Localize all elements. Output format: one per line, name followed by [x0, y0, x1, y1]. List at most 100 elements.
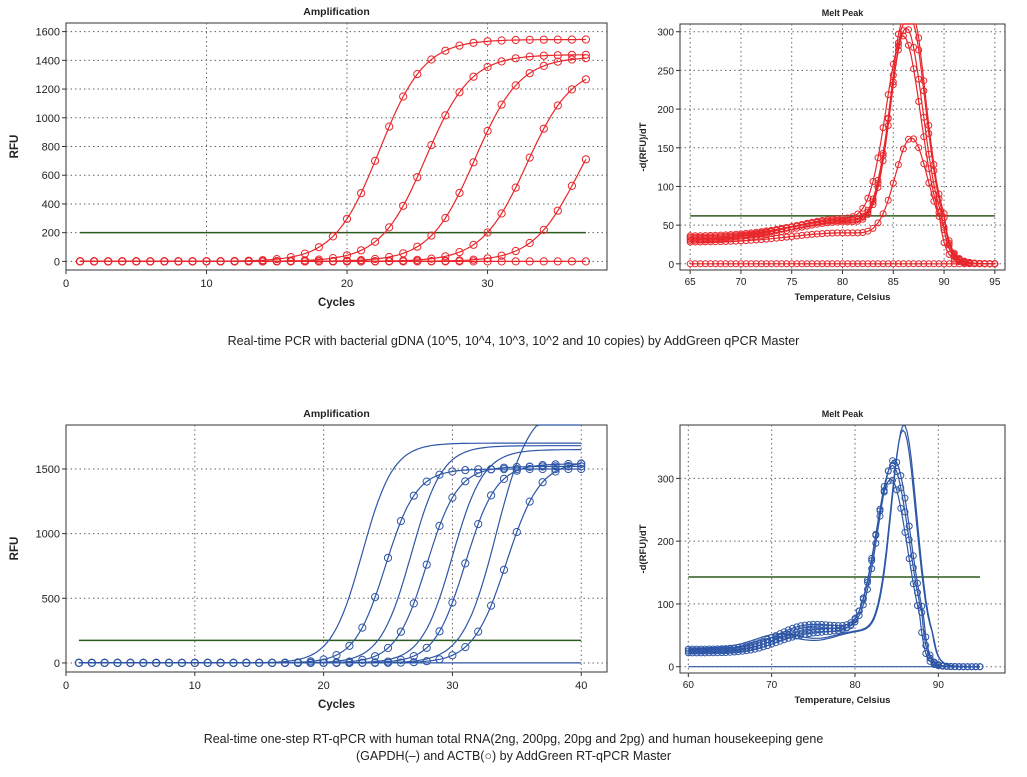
amp-bottom-title: Amplification: [303, 408, 370, 420]
amp-top-data-point: [174, 257, 183, 266]
melt-bottom-data-point: [839, 626, 846, 634]
melt-top-data-point: [925, 179, 933, 187]
melt-bottom-data-point: [689, 645, 696, 653]
melt-bottom-tick-label-y: 200: [657, 537, 674, 548]
melt-bottom-data-point: [751, 645, 759, 653]
amp-top-data-point: [553, 101, 562, 110]
melt-top-data-point: [889, 260, 897, 268]
amp-top-data-point: [427, 254, 436, 263]
amp-top-data-point: [497, 57, 506, 66]
amp-bottom-tick-label-x: 20: [317, 680, 329, 692]
melt-top-data-point: [884, 260, 892, 268]
amp-top-data-point: [188, 257, 197, 266]
amp-top-data-point: [525, 257, 534, 266]
melt-top-data-point: [960, 260, 968, 268]
melt-top-data-point: [833, 215, 841, 223]
amp-top-data-point: [539, 61, 548, 71]
amp-top-data-point: [469, 257, 478, 266]
melt-top-data-point: [803, 219, 811, 227]
amp-bottom-tick-label-y: 0: [54, 658, 60, 670]
melt-top-data-point: [925, 165, 933, 173]
melt-top-data-point: [884, 115, 892, 123]
melt-top-chart: 65 70 75 80 85 90 95 0 50 100 150 200 250 300 Melt Pea…: [638, 8, 1006, 303]
amp-bottom-data-point: [383, 643, 393, 653]
amp-top-data-point: [525, 238, 534, 248]
melt-top-data-point: [833, 260, 841, 268]
amp-top-data-point: [413, 173, 422, 182]
melt-top-data-point: [976, 260, 984, 268]
melt-top-data-point: [925, 122, 933, 129]
melt-bottom-data-point: [826, 628, 834, 635]
amp-bottom-data-point: [461, 559, 470, 568]
melt-top-data-point: [889, 60, 897, 68]
melt-top-data-point: [940, 223, 948, 231]
melt-bottom-data-point: [859, 601, 867, 609]
melt-top-data-point: [691, 260, 699, 268]
amp-top-tick-label-y: 800: [42, 142, 60, 154]
melt-top-data-point: [879, 149, 887, 157]
amp-top-data-point: [258, 257, 267, 266]
melt-top-data-point: [925, 150, 933, 158]
amp-bottom-data-point: [564, 462, 573, 471]
caption-bottom-line1: Real-time one-step RT-qPCR with human to…: [203, 732, 824, 746]
melt-top-data-point: [874, 260, 882, 268]
melt-bottom-tick-label-x: 80: [849, 680, 861, 691]
melt-top-data-point: [955, 260, 963, 268]
amp-top-data-point: [132, 257, 141, 266]
melt-bottom-data-point: [734, 648, 742, 656]
amp-top-data-point: [455, 41, 464, 50]
melt-top-data-point: [879, 260, 887, 268]
melt-top-data-point: [798, 231, 806, 239]
melt-top-data-point: [803, 260, 811, 268]
amp-bottom-data-point: [448, 651, 457, 660]
amp-top-data-point: [497, 251, 506, 260]
melt-top-data-point: [803, 231, 811, 239]
melt-top-data-point: [854, 210, 862, 218]
melt-top-data-point: [686, 260, 694, 268]
melt-bottom-data-point: [814, 629, 821, 637]
melt-top-data-point: [859, 260, 867, 268]
melt-bottom-data-point: [793, 623, 801, 631]
melt-top-data-point: [757, 236, 765, 244]
melt-top-data-point: [823, 260, 831, 268]
amp-top-data-point: [567, 85, 577, 94]
amp-top-data-point: [553, 35, 562, 44]
melt-top-data-point: [910, 135, 918, 143]
melt-top-data-point: [747, 260, 755, 268]
melt-top-data-point: [707, 238, 714, 246]
melt-top-series-line: [690, 35, 995, 265]
melt-top-data-point: [712, 260, 719, 268]
amp-bottom-data-point: [409, 658, 418, 667]
amp-bottom-chart: 0 10 20 30 40 0 500 1000 1500 Amplification Cycles…: [9, 408, 608, 711]
melt-top-tick-label-y: 200: [657, 105, 674, 116]
melt-top-data-point: [818, 217, 826, 224]
melt-bottom-data-point: [722, 647, 730, 654]
melt-top-data-point: [920, 260, 928, 268]
melt-top-data-point: [971, 260, 978, 268]
amp-top-data-point: [272, 255, 281, 264]
amp-top-data-point: [286, 257, 295, 266]
melt-top-tick-label-x: 65: [685, 277, 697, 288]
melt-top-data-point: [869, 195, 877, 203]
melt-bottom-data-point: [922, 650, 930, 657]
melt-bottom-data-point: [684, 649, 692, 657]
amp-bottom-data-point: [551, 467, 560, 476]
melt-top-data-point: [757, 260, 765, 268]
amp-top-data-point: [469, 72, 478, 81]
melt-top-data-point: [844, 214, 852, 222]
amp-top-data-point: [511, 257, 520, 266]
melt-top-data-point: [884, 196, 892, 204]
amp-bottom-data-point: [461, 466, 470, 475]
melt-top-data-point: [808, 260, 816, 268]
amp-top-data-point: [511, 35, 520, 45]
amp-top-data-point: [90, 257, 99, 266]
amp-top-data-point: [581, 35, 591, 44]
amp-top-data-point: [539, 257, 548, 266]
melt-top-data-point: [884, 91, 892, 99]
amp-top-data-point: [216, 257, 225, 266]
melt-top-data-point: [833, 229, 841, 237]
melt-bottom-data-point: [822, 621, 830, 629]
melt-top-data-point: [828, 229, 836, 237]
amp-bottom-data-point: [525, 497, 534, 506]
